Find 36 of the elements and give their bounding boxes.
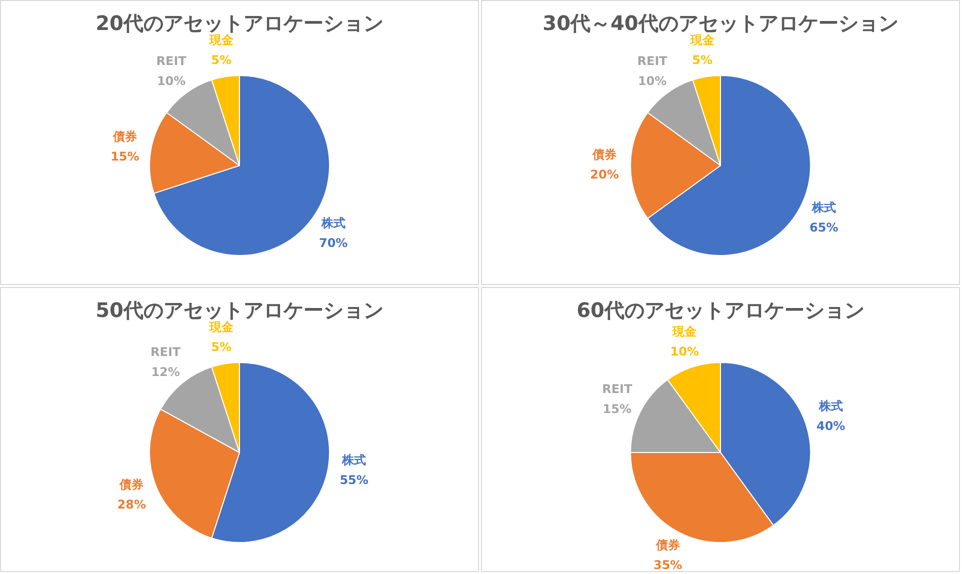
slice-label: REIT [156,54,188,68]
data-label: 10% [156,74,186,88]
slice-label: 株式 [810,200,836,214]
data-label: 15% [602,402,632,416]
data-label: 10% [670,344,700,358]
data-label: 12% [151,365,180,380]
data-label: 35% [653,558,682,572]
data-label: 5% [211,340,232,354]
chart-title: 30代～40代のアセットアロケーション [542,11,898,36]
data-label: 65% [809,220,838,234]
slice-label: 株式 [320,216,346,230]
slice-label: 債券 [592,148,618,162]
data-label: 70% [318,236,348,250]
slice-label: 債券 [654,538,681,552]
slice-label: REIT [637,54,668,68]
slice-label: 株式 [341,452,366,467]
slice-label: 現金 [672,324,698,338]
chart-title: 50代のアセットアロケーション [96,298,384,322]
slice-label: REIT [150,345,182,360]
chart-title: 20代のアセットアロケーション [96,11,384,36]
slice-label: 債券 [118,477,145,492]
data-label: 40% [816,418,846,433]
data-label: 5% [692,53,713,68]
slice-label: 株式 [818,398,843,413]
data-label: 10% [638,74,667,88]
slice-label: 現金 [208,33,234,48]
data-label: 15% [110,149,140,164]
data-label: 55% [340,472,368,487]
slice-label: 現金 [208,320,234,334]
data-label: 28% [117,497,146,512]
chart-title: 60代のアセットアロケーション [576,298,864,322]
data-label: 20% [590,168,619,182]
slice-label: REIT [602,382,633,396]
data-label: 5% [211,53,232,68]
slice-label: 債券 [112,129,138,144]
slice-label: 現金 [689,33,716,48]
